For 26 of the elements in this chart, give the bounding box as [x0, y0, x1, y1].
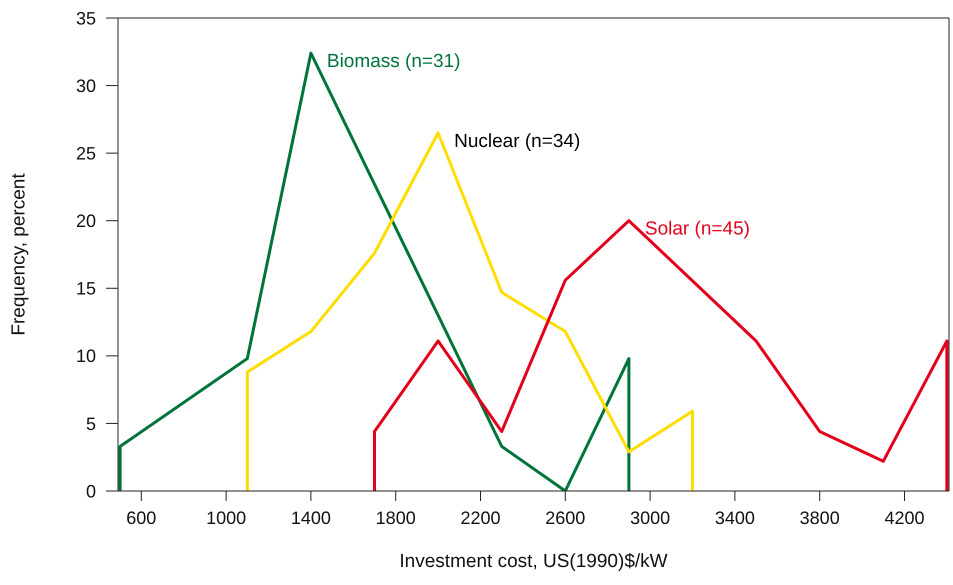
x-tick-label: 4200: [884, 508, 925, 528]
x-tick-label: 1000: [206, 508, 246, 528]
y-tick-label: 35: [76, 8, 96, 28]
x-tick-label: 3400: [714, 508, 755, 528]
x-tick-label: 2600: [545, 508, 586, 528]
series-label: Nuclear (n=34): [454, 130, 580, 152]
x-tick-label: 600: [126, 508, 156, 528]
series-label: Biomass (n=31): [326, 51, 461, 72]
y-tick-label: 15: [76, 278, 96, 299]
x-tick-label: 3800: [800, 508, 840, 528]
x-axis-title: Investment cost, US(1990)$/kW: [399, 551, 668, 572]
y-tick-label: 25: [76, 144, 96, 164]
y-tick-label: 30: [76, 76, 96, 96]
series-label: Solar (n=45): [644, 218, 750, 240]
y-tick-label: 10: [76, 346, 96, 366]
y-tick-label: 5: [86, 414, 96, 434]
line-series: [246, 131, 694, 491]
x-tick-label: 3000: [630, 508, 670, 528]
x-tick-label: 1800: [376, 508, 416, 528]
x-tick-label: 2200: [460, 508, 501, 528]
y-tick-label: 20: [76, 211, 96, 232]
y-axis-title: Frequency, percent: [8, 172, 30, 336]
line-series: [373, 219, 948, 491]
x-tick-label: 1400: [290, 508, 331, 528]
line-series: [118, 52, 630, 491]
y-tick-label: 0: [86, 481, 96, 502]
